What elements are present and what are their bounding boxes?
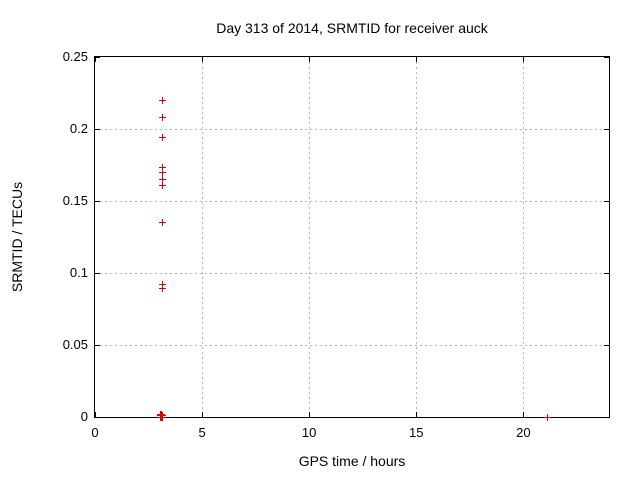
y-tick-label: 0 (80, 409, 88, 424)
y-tick-label: 0.05 (62, 337, 88, 352)
y-tick (95, 201, 100, 202)
y-tick (95, 417, 100, 418)
data-point-marker (159, 164, 167, 172)
x-tick (523, 412, 525, 417)
data-point-marker (158, 219, 166, 227)
y-tick-mirror (604, 273, 609, 274)
y-tick-mirror (604, 201, 609, 202)
y-gridline (95, 345, 609, 346)
x-tick-mirror (416, 57, 418, 62)
x-tick-mirror (202, 57, 204, 62)
plot-area: 0 5 10 15 20 0 0.05 0.1 0.15 0.2 0.25 (63, 50, 610, 440)
data-point-marker (159, 168, 167, 176)
x-axis-label: GPS time / hours (298, 453, 406, 469)
x-tick (202, 412, 204, 417)
y-axis-label: SRMTID / TECUs (9, 181, 25, 293)
data-point-marker (544, 413, 552, 421)
y-tick-label: 0.2 (69, 121, 88, 136)
y-gridline (95, 129, 609, 130)
y-tick-mirror (604, 129, 609, 130)
x-tick (416, 412, 418, 417)
y-tick-mirror (604, 345, 609, 346)
x-tick-label: 10 (301, 425, 317, 440)
x-tick-label: 20 (516, 425, 531, 440)
x-tick-label: 15 (409, 425, 424, 440)
data-point-marker (159, 96, 167, 104)
chart-title: Day 313 of 2014, SRMTID for receiver auc… (216, 20, 488, 36)
x-gridline (523, 57, 525, 417)
data-point-marker (159, 113, 167, 121)
data-point-marker (158, 134, 166, 142)
y-tick-label: 0.25 (62, 49, 88, 64)
y-gridline (95, 201, 609, 202)
x-tick-label: 5 (198, 425, 206, 440)
x-tick (309, 412, 311, 417)
y-tick (95, 129, 100, 130)
y-gridline (95, 273, 609, 274)
data-point-marker (159, 181, 167, 189)
y-tick-label: 0.1 (69, 265, 88, 280)
data-point-marker (158, 285, 166, 293)
x-tick-mirror (95, 57, 96, 62)
y-tick-label: 0.15 (62, 193, 88, 208)
x-tick-label: 0 (91, 425, 99, 440)
y-tick (95, 57, 100, 58)
data-point-marker (158, 413, 166, 421)
x-gridline (416, 57, 418, 417)
x-tick-mirror (309, 57, 311, 62)
x-gridline (202, 57, 204, 417)
data-point-marker (158, 281, 166, 289)
x-tick-mirror (523, 57, 525, 62)
x-gridline (309, 57, 311, 417)
x-tick (95, 412, 96, 417)
y-tick-mirror (604, 417, 609, 418)
y-tick (95, 345, 100, 346)
y-tick-mirror (604, 57, 609, 58)
y-tick (95, 273, 100, 274)
data-point-marker (159, 175, 167, 183)
